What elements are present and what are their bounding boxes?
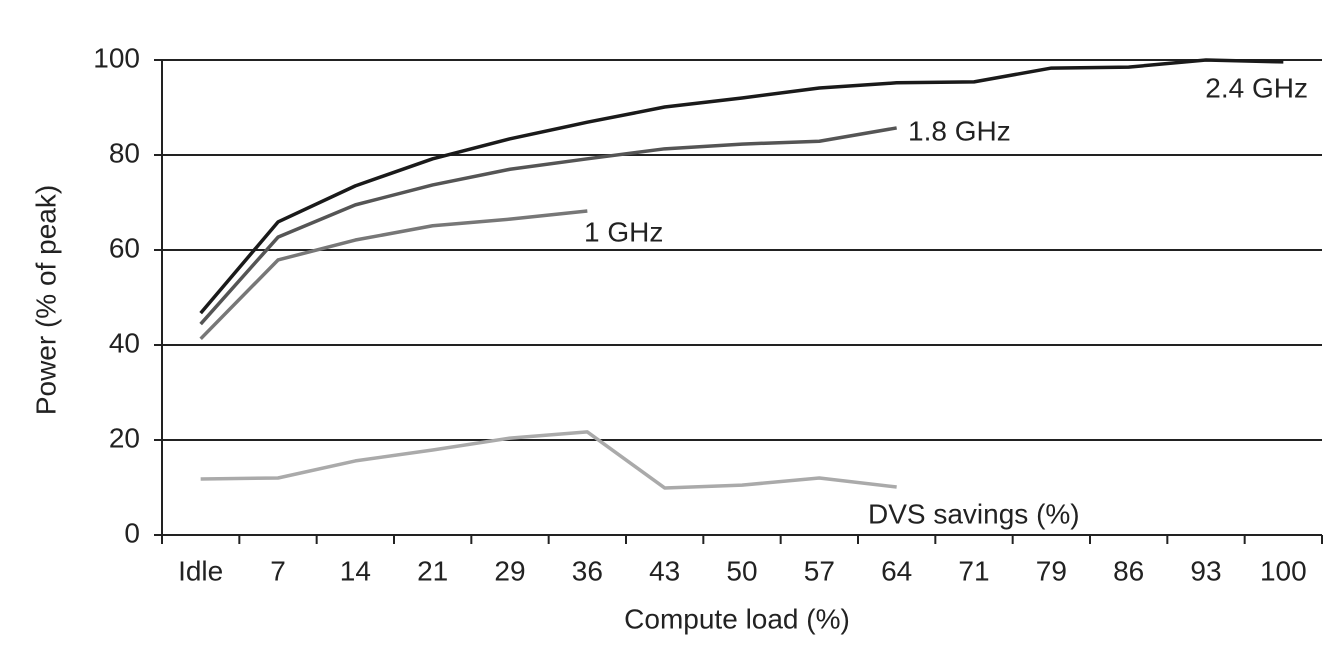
series-line: [199, 58, 1284, 315]
series-line: [199, 126, 897, 326]
x-tick-label: 21: [417, 555, 448, 586]
series-line: [200, 430, 897, 490]
x-tick-label: 36: [572, 555, 603, 586]
series-label: DVS savings (%): [868, 498, 1080, 529]
y-tick-label: 80: [109, 137, 140, 168]
x-tick-label: 29: [494, 555, 525, 586]
series-label: 1.8 GHz: [908, 115, 1011, 146]
x-tick-label: 7: [270, 555, 286, 586]
x-axis-title: Compute load (%): [624, 603, 850, 634]
y-tick-label: 100: [93, 42, 140, 73]
y-axis-title: Power (% of peak): [30, 185, 61, 415]
x-tick-label: 100: [1260, 555, 1307, 586]
series-label: 2.4 GHz: [1205, 72, 1308, 103]
y-tick-label: 0: [124, 517, 140, 548]
x-tick-label: 43: [649, 555, 680, 586]
series-line: [199, 209, 588, 341]
y-tick-label: 60: [109, 232, 140, 263]
y-tick-label: 20: [109, 422, 140, 453]
y-tick-label: 40: [109, 327, 140, 358]
x-tick-label: 14: [340, 555, 371, 586]
x-tick-label: 57: [804, 555, 835, 586]
x-tick-label: 93: [1190, 555, 1221, 586]
x-tick-label: 79: [1036, 555, 1067, 586]
x-tick-label: 86: [1113, 555, 1144, 586]
x-tick-label: 71: [958, 555, 989, 586]
x-tick-label: Idle: [178, 555, 223, 586]
x-tick-label: 64: [881, 555, 912, 586]
series-label: 1 GHz: [584, 216, 663, 247]
x-tick-label: 50: [726, 555, 757, 586]
